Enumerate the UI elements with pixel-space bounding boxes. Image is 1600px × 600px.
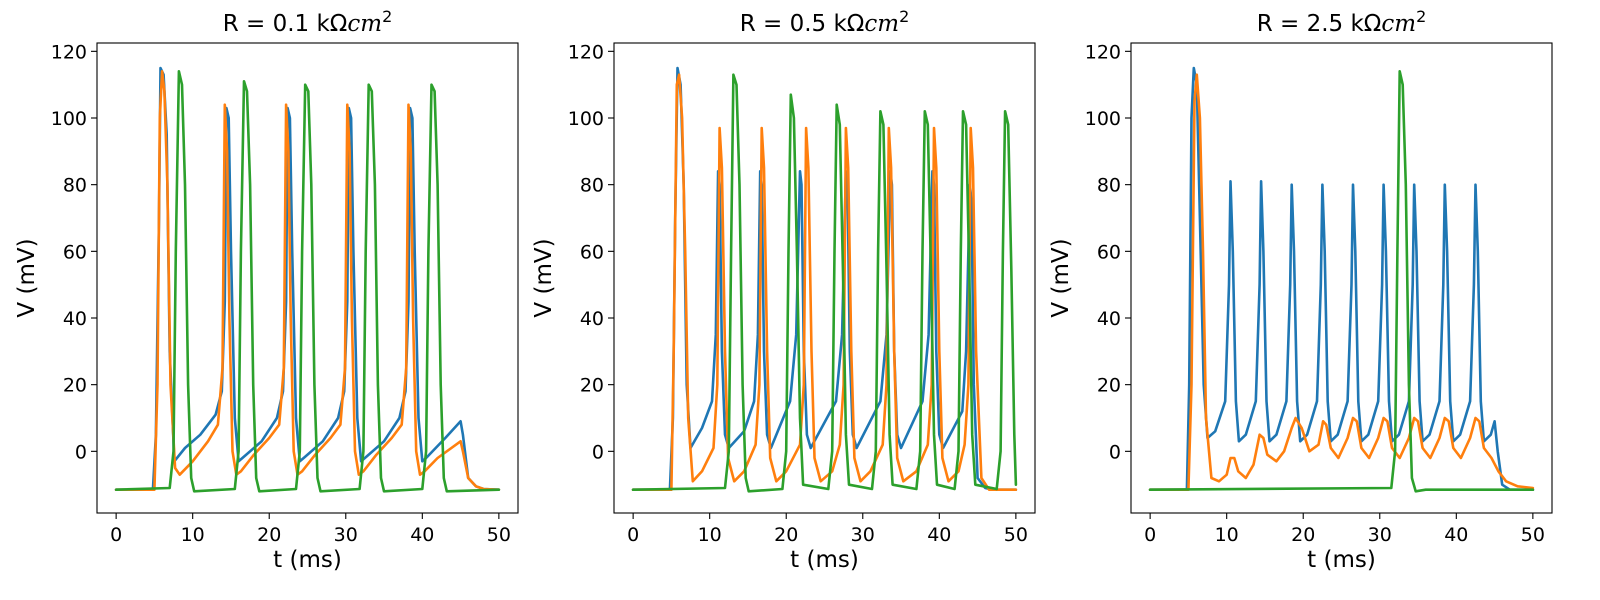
y-axis-label: V (mV) [1048, 238, 1074, 317]
chart-panel-1: 0 10 20 30 40 50 0 20 40 60 80 100 120 t (ms) V (mV) R … [14, 7, 519, 573]
y-tick-label: 40 [580, 308, 604, 330]
y-axis-label: V (mV) [14, 238, 40, 317]
plot-area [1148, 66, 1535, 493]
x-axis-label: t (ms) [790, 547, 859, 573]
chart-panel-2: 0 10 20 30 40 50 0 20 40 60 80 100 120 t (ms) V (mV) R … [531, 7, 1036, 573]
x-tick-label: 10 [698, 524, 722, 546]
x-tick-label: 0 [1144, 524, 1156, 546]
y-tick-label: 100 [1085, 108, 1121, 130]
x-tick-label: 30 [334, 524, 358, 546]
chart-panel-3: 0 10 20 30 40 50 0 20 40 60 80 100 120 t (ms) V (mV) R … [1048, 7, 1553, 573]
y-tick-label: 120 [1085, 41, 1121, 63]
x-tick-label: 40 [410, 524, 434, 546]
axes-frame [96, 42, 519, 514]
x-tick-label: 30 [851, 524, 875, 546]
x-tick-label: 10 [181, 524, 205, 546]
y-tick-label: 120 [51, 41, 87, 63]
series-line-orange [1148, 73, 1535, 492]
x-tick-label: 40 [927, 524, 951, 546]
series-line-orange [631, 73, 1018, 492]
plot-area [631, 66, 1018, 493]
plot-area [114, 66, 501, 493]
x-tick-label: 30 [1368, 524, 1392, 546]
y-tick-label: 40 [63, 308, 87, 330]
y-tick-label: 80 [580, 175, 604, 197]
x-axis-label: t (ms) [273, 547, 342, 573]
x-tick-label: 0 [627, 524, 639, 546]
y-tick-label: 80 [1097, 175, 1121, 197]
y-tick-label: 20 [63, 375, 87, 397]
series-line-blue [1148, 66, 1535, 492]
chart-title: R = 0.5 kΩcm2 [740, 7, 910, 37]
x-tick-label: 0 [110, 524, 122, 546]
y-tick-label: 20 [580, 375, 604, 397]
x-tick-label: 10 [1215, 524, 1239, 546]
x-tick-label: 20 [774, 524, 798, 546]
y-tick-label: 100 [568, 108, 604, 130]
y-tick-label: 100 [51, 108, 87, 130]
x-tick-label: 50 [1521, 524, 1545, 546]
y-tick-label: 0 [1109, 441, 1121, 463]
x-tick-label: 50 [487, 524, 511, 546]
y-tick-label: 0 [75, 441, 87, 463]
x-axis-label: t (ms) [1307, 547, 1376, 573]
y-tick-label: 80 [63, 175, 87, 197]
series-line-green [1148, 70, 1535, 493]
y-tick-label: 60 [580, 241, 604, 263]
y-tick-label: 0 [592, 441, 604, 463]
x-tick-label: 50 [1004, 524, 1028, 546]
x-tick-label: 40 [1444, 524, 1468, 546]
axes-frame [1130, 42, 1553, 514]
y-tick-label: 60 [1097, 241, 1121, 263]
axes-frame [613, 42, 1036, 514]
x-tick-label: 20 [1291, 524, 1315, 546]
y-tick-label: 40 [1097, 308, 1121, 330]
chart-title: R = 2.5 kΩcm2 [1257, 7, 1427, 37]
series-line-green [631, 73, 1018, 493]
y-tick-label: 60 [63, 241, 87, 263]
x-tick-label: 20 [257, 524, 281, 546]
series-line-blue [631, 66, 1018, 492]
series-line-green [114, 70, 501, 493]
y-tick-label: 120 [568, 41, 604, 63]
y-tick-label: 20 [1097, 375, 1121, 397]
chart-title: R = 0.1 kΩcm2 [223, 7, 393, 37]
y-axis-label: V (mV) [531, 238, 557, 317]
